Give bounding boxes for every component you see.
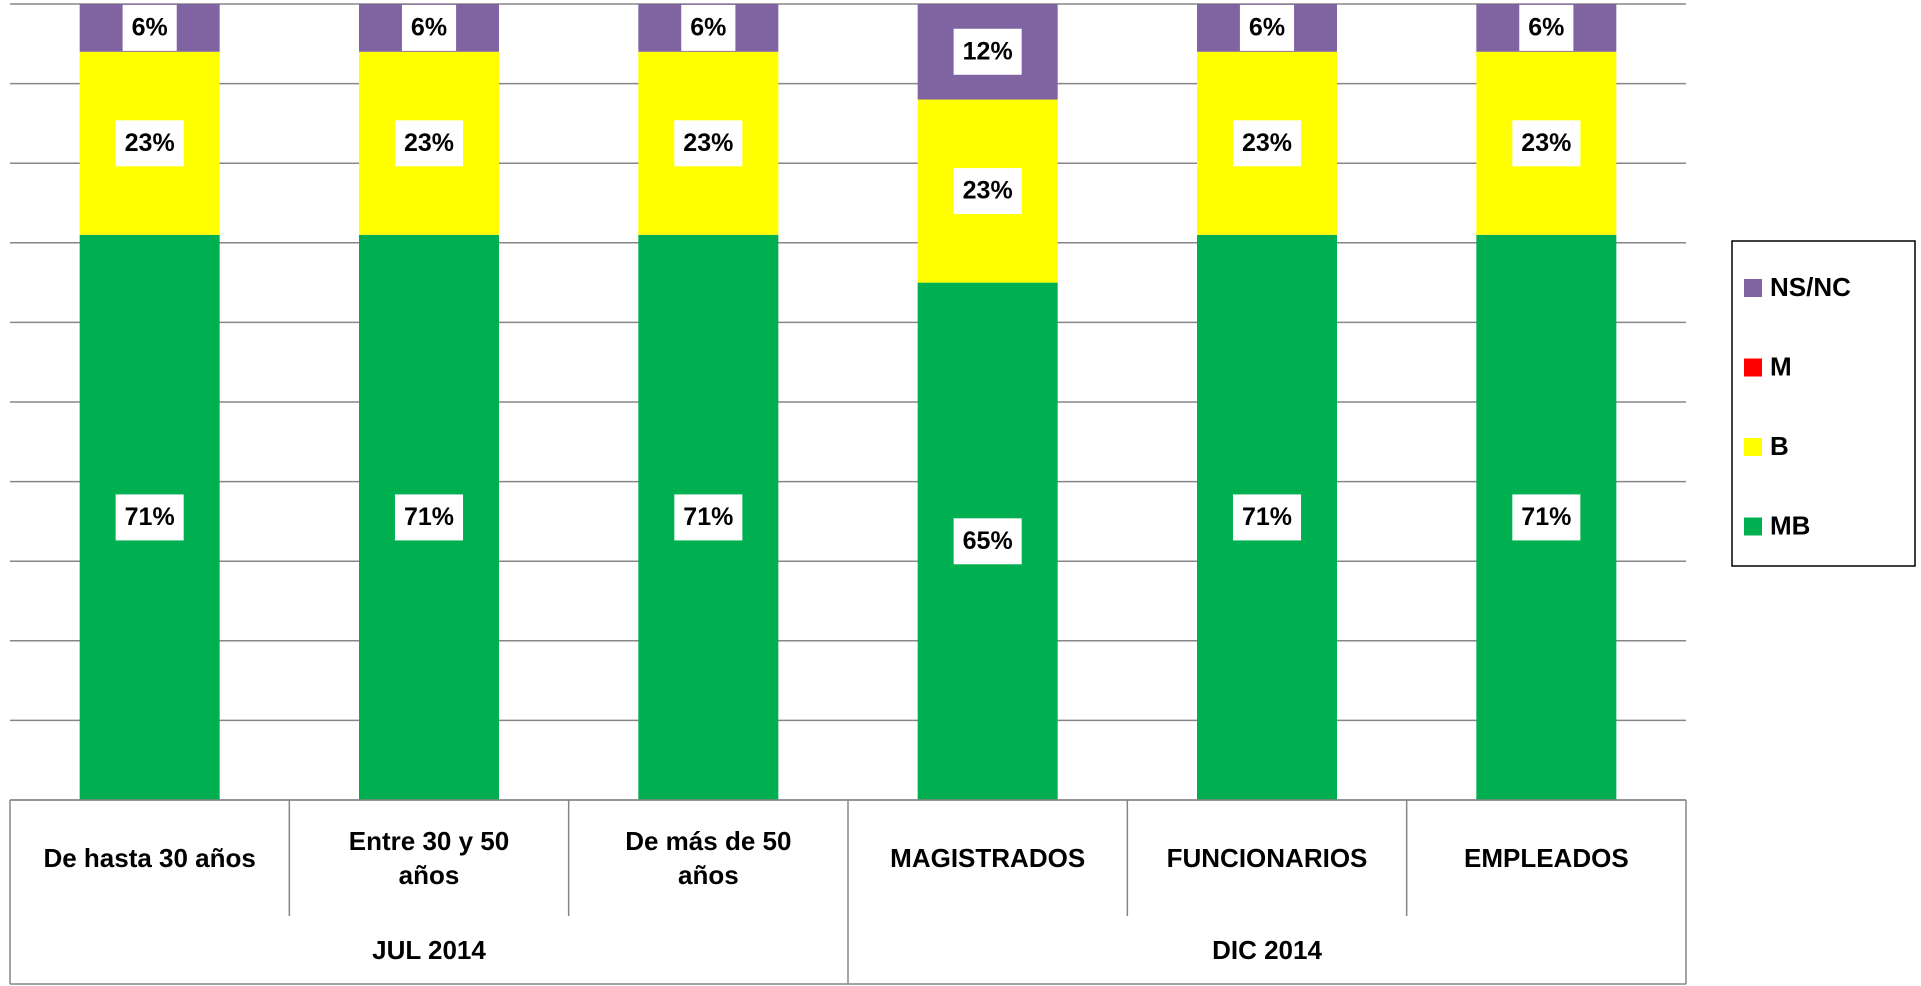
x-tick-label: MAGISTRADOS [890,843,1086,873]
data-label: 6% [1528,13,1564,41]
data-label: 71% [1242,503,1292,531]
data-label-box [394,120,464,167]
legend-swatch [1744,279,1762,297]
legend-label: MB [1770,510,1810,540]
data-label: 23% [1242,129,1292,157]
x-tick-label: De hasta 30 años [43,843,256,873]
data-label: 6% [690,13,726,41]
x-tick-label: EMPLEADOS [1463,843,1629,873]
data-label: 71% [125,503,175,531]
data-label-box [115,120,184,167]
data-label-box [1512,494,1581,541]
data-label: 65% [963,527,1013,555]
data-label-box [122,4,177,51]
data-label-box [681,4,736,51]
legend-label: NS/NC [1770,272,1851,302]
data-label-box [953,518,1022,565]
data-label: 71% [1521,503,1571,531]
data-label-box [1232,120,1302,167]
data-label: 12% [963,37,1013,65]
data-label-box [1519,4,1574,51]
x-tick-label: De más de 50 años [625,826,792,890]
x-tick-label: FUNCIONARIOS [1166,843,1368,873]
data-label-box [674,494,743,541]
legend-label: M [1770,351,1792,381]
data-label: 23% [963,177,1013,205]
data-label: 6% [132,13,168,41]
data-label: 6% [1249,13,1285,41]
data-label: 23% [1521,129,1571,157]
data-label: 71% [683,503,733,531]
data-label: 71% [404,503,454,531]
data-label-box [674,120,743,167]
data-label-box [394,494,464,541]
group-label: DIC 2014 [1212,935,1322,965]
data-label: 23% [125,129,175,157]
legend-box [1731,240,1916,567]
data-label-box [115,494,184,541]
data-label-box [401,4,457,51]
data-label-box [1239,4,1295,51]
data-label-box [1512,120,1581,167]
data-label-box [953,168,1022,215]
data-label: 23% [404,129,454,157]
legend-swatch [1744,358,1762,377]
data-label: 6% [411,13,447,41]
data-label-box [1232,494,1302,541]
data-label-box [953,28,1022,75]
legend-swatch [1744,438,1762,456]
legend-swatch [1744,517,1762,536]
x-tick-label: Entre 30 y 50 años [348,826,510,890]
group-label: JUL 2014 [372,935,486,965]
legend-label: B [1770,431,1789,461]
data-label: 23% [683,129,733,157]
